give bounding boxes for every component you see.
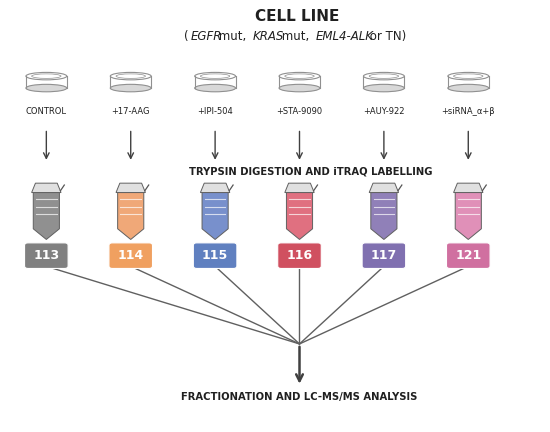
Text: CONTROL: CONTROL (26, 107, 67, 116)
Polygon shape (202, 193, 228, 239)
Polygon shape (32, 183, 61, 193)
Polygon shape (200, 183, 230, 193)
FancyBboxPatch shape (278, 243, 321, 268)
Ellipse shape (279, 84, 320, 92)
Text: TRYPSIN DIGESTION AND iTRAQ LABELLING: TRYPSIN DIGESTION AND iTRAQ LABELLING (189, 167, 432, 177)
FancyBboxPatch shape (362, 243, 406, 268)
Ellipse shape (195, 84, 235, 92)
Text: (: ( (184, 31, 189, 44)
Text: 113: 113 (33, 249, 59, 262)
Polygon shape (455, 193, 481, 239)
Text: 114: 114 (118, 249, 144, 262)
Polygon shape (287, 193, 312, 239)
FancyBboxPatch shape (447, 243, 490, 268)
Ellipse shape (364, 84, 404, 92)
Polygon shape (285, 183, 314, 193)
Text: mut,: mut, (278, 31, 313, 44)
Polygon shape (33, 193, 59, 239)
Text: EGFR: EGFR (190, 31, 222, 44)
Text: 121: 121 (455, 249, 481, 262)
Text: +IPI-504: +IPI-504 (197, 107, 233, 116)
FancyBboxPatch shape (109, 243, 152, 268)
Text: CELL LINE: CELL LINE (255, 9, 339, 24)
FancyBboxPatch shape (25, 243, 68, 268)
Text: +siRNA_α+β: +siRNA_α+β (442, 107, 495, 116)
Text: KRAS: KRAS (253, 31, 284, 44)
FancyBboxPatch shape (194, 243, 237, 268)
Polygon shape (369, 183, 399, 193)
Ellipse shape (26, 84, 67, 92)
Text: 116: 116 (287, 249, 312, 262)
Polygon shape (116, 183, 145, 193)
Text: +AUY-922: +AUY-922 (363, 107, 405, 116)
Polygon shape (118, 193, 144, 239)
Polygon shape (454, 183, 483, 193)
Text: or TN): or TN) (366, 31, 406, 44)
Ellipse shape (111, 84, 151, 92)
Text: EML4-ALK: EML4-ALK (316, 31, 373, 44)
Text: 115: 115 (202, 249, 228, 262)
Text: +17-AAG: +17-AAG (112, 107, 150, 116)
Ellipse shape (448, 84, 489, 92)
Polygon shape (371, 193, 397, 239)
Text: +STA-9090: +STA-9090 (277, 107, 322, 116)
Text: FRACTIONATION AND LC-MS/MS ANALYSIS: FRACTIONATION AND LC-MS/MS ANALYSIS (182, 392, 417, 402)
Text: 117: 117 (371, 249, 397, 262)
Text: mut,: mut, (216, 31, 250, 44)
